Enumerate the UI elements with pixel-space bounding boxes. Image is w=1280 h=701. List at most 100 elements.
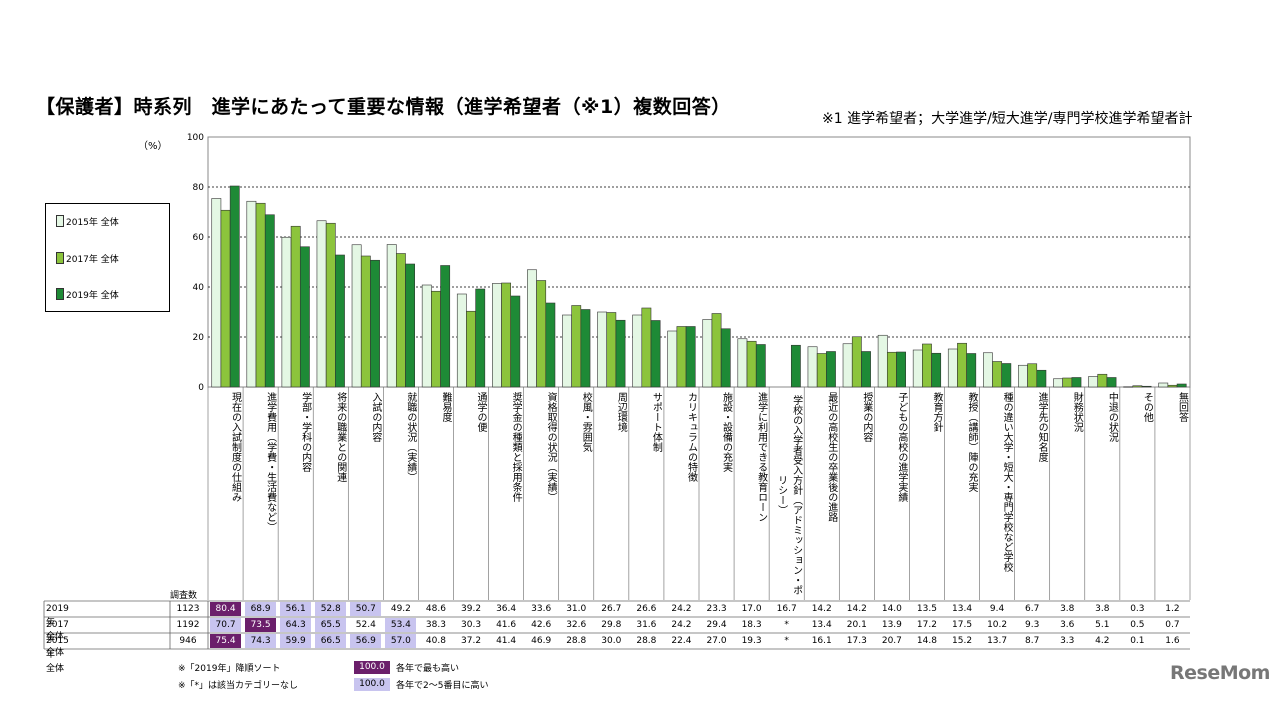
table-row-label: 2015年 全体	[46, 636, 69, 674]
table-value-cell: 18.3	[741, 620, 762, 630]
bar	[983, 352, 993, 388]
bar	[527, 269, 537, 388]
bar	[536, 280, 547, 388]
bar	[947, 348, 958, 388]
category-label: 現在の入試制度の仕組み	[229, 392, 241, 502]
table-value-cell: 66.5	[315, 634, 347, 648]
bar	[807, 346, 818, 388]
bar	[510, 295, 521, 388]
bar	[1176, 383, 1187, 388]
legend-swatch-2017	[56, 252, 64, 264]
table-value-cell: 19.3	[741, 636, 762, 646]
category-label: 難易度	[439, 392, 451, 422]
bar	[931, 352, 942, 388]
bar	[492, 283, 502, 388]
logo: ReseMom	[1170, 662, 1270, 684]
bar	[877, 334, 888, 388]
table-count-cell: 1123	[176, 604, 200, 614]
table-value-cell: 30.0	[601, 636, 622, 646]
table-count-cell: 946	[179, 636, 197, 646]
count-header: 調査数	[170, 591, 198, 601]
chart-title: 【保護者】時系列 進学にあたって重要な情報（進学希望者（※1）複数回答）	[36, 96, 731, 118]
bar	[606, 312, 617, 388]
table-value-cell: 48.6	[425, 604, 446, 614]
bar	[1106, 377, 1117, 388]
bar	[290, 225, 301, 388]
category-label: 通学の便	[475, 392, 487, 432]
table-value-cell: 33.6	[531, 604, 552, 614]
category-label: 周辺環境	[615, 392, 627, 432]
bar	[255, 202, 266, 388]
category-label: 就職の状況（実績）	[404, 392, 416, 482]
table-value-cell: 70.7	[210, 618, 242, 632]
legend-item-2017: 2017年 全体	[56, 251, 119, 265]
table-value-cell: *	[784, 636, 789, 646]
table-value-cell: 36.4	[496, 604, 517, 614]
bar	[1132, 385, 1143, 388]
bar	[386, 244, 397, 388]
table-value-cell: 3.3	[1060, 636, 1075, 646]
bar	[1141, 385, 1152, 388]
bar	[615, 319, 626, 388]
bar	[632, 314, 643, 388]
category-label: 資格取得の状況（実績）	[545, 392, 557, 502]
bar	[992, 361, 1003, 388]
table-value-cell: 46.9	[531, 636, 552, 646]
bar	[816, 353, 827, 388]
bar	[299, 246, 310, 388]
table-value-cell: 37.2	[461, 636, 482, 646]
bar	[421, 284, 432, 388]
table-value-cell: 8.7	[1025, 636, 1040, 646]
bar	[702, 319, 713, 388]
category-label: サポート体制	[650, 392, 662, 452]
y-tick-label: 100	[187, 133, 204, 143]
bar	[562, 314, 572, 388]
legend-label-2015: 2015年 全体	[66, 217, 119, 228]
y-tick-label: 80	[193, 183, 205, 193]
bar	[545, 302, 556, 388]
table-value-cell: 75.4	[210, 634, 242, 648]
bar	[405, 263, 415, 388]
bar	[1027, 363, 1038, 388]
category-label: 校風・雰囲気	[580, 392, 592, 452]
table-value-cell: 32.6	[566, 620, 587, 630]
table-value-cell: 28.8	[566, 636, 587, 646]
bar	[1071, 377, 1082, 388]
table-value-cell: 73.5	[245, 618, 277, 632]
bar	[370, 259, 380, 388]
table-value-cell: 28.8	[636, 636, 657, 646]
table-value-cell: 9.3	[1025, 620, 1040, 630]
bar	[440, 265, 451, 388]
bar	[826, 351, 836, 388]
y-tick-label: 20	[193, 333, 205, 343]
bar	[360, 255, 371, 388]
category-label: 教育方針	[930, 392, 942, 432]
bar	[737, 338, 748, 388]
table-row-label: 2019年 全体	[46, 604, 69, 642]
table-value-cell: 0.5	[1130, 620, 1145, 630]
table-value-cell: 13.4	[952, 604, 973, 614]
bar	[896, 351, 906, 388]
table-value-cell: 14.2	[811, 604, 832, 614]
table-value-cell: 17.5	[952, 620, 973, 630]
table-value-cell: 30.3	[461, 620, 482, 630]
bar	[1097, 373, 1108, 388]
bar	[501, 282, 512, 388]
legend-label-2017: 2017年 全体	[66, 254, 119, 265]
table-value-cell: 17.3	[846, 636, 867, 646]
bar	[1018, 364, 1028, 388]
bar	[395, 253, 406, 388]
category-label: 進学に利用できる教育ローン	[755, 392, 767, 522]
table-value-cell: 9.4	[989, 604, 1005, 614]
bar	[755, 344, 766, 388]
legend-box-top: 100.0	[354, 661, 390, 674]
table-value-cell: 41.6	[496, 620, 517, 630]
y-unit-label: （%）	[138, 141, 168, 152]
table-value-cell: 29.8	[601, 620, 622, 630]
legend-text-2to5: 各年で2～5番目に高い	[396, 681, 489, 691]
bar	[456, 293, 467, 388]
table-value-cell: 27.0	[706, 636, 727, 646]
bar	[1001, 363, 1012, 388]
table-value-cell: 17.2	[916, 620, 937, 630]
